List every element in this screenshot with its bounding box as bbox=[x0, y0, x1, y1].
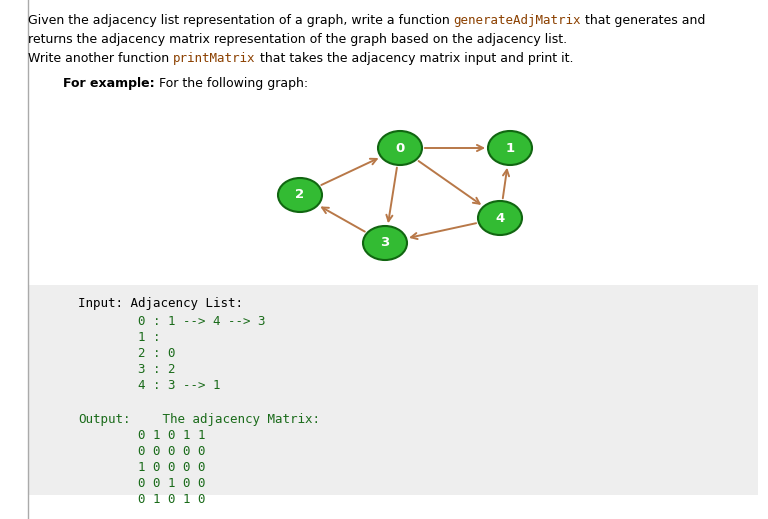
Text: 1 0 0 0 0: 1 0 0 0 0 bbox=[78, 461, 206, 474]
Text: returns the adjacency matrix representation of the graph based on the adjacency : returns the adjacency matrix representat… bbox=[28, 33, 567, 46]
Text: Output:: Output: bbox=[78, 413, 131, 426]
Text: printMatrix: printMatrix bbox=[173, 52, 256, 65]
Text: The adjacency Matrix:: The adjacency Matrix: bbox=[140, 413, 320, 426]
Ellipse shape bbox=[488, 131, 532, 165]
Ellipse shape bbox=[478, 201, 522, 235]
Bar bbox=[28, 285, 758, 495]
Text: 4 : 3 --> 1: 4 : 3 --> 1 bbox=[78, 379, 220, 392]
Text: 1 :: 1 : bbox=[78, 331, 161, 344]
Text: 0: 0 bbox=[396, 142, 405, 155]
Text: For the following graph:: For the following graph: bbox=[154, 77, 308, 90]
Text: 0 0 1 0 0: 0 0 1 0 0 bbox=[78, 477, 206, 490]
Ellipse shape bbox=[378, 131, 422, 165]
Text: 3 : 2: 3 : 2 bbox=[78, 363, 176, 376]
Text: 0 1 0 1 0: 0 1 0 1 0 bbox=[78, 493, 206, 506]
Text: For example:: For example: bbox=[63, 77, 154, 90]
Text: 1: 1 bbox=[505, 142, 515, 155]
Text: generateAdjMatrix: generateAdjMatrix bbox=[454, 14, 581, 27]
Text: 2: 2 bbox=[296, 188, 305, 201]
Text: 0 0 0 0 0: 0 0 0 0 0 bbox=[78, 445, 206, 458]
Text: that generates and: that generates and bbox=[581, 14, 706, 27]
Text: 2 : 0: 2 : 0 bbox=[78, 347, 176, 360]
Text: 4: 4 bbox=[495, 212, 505, 225]
Text: Write another function: Write another function bbox=[28, 52, 173, 65]
Ellipse shape bbox=[278, 178, 322, 212]
Text: Given the adjacency list representation of a graph, write a function: Given the adjacency list representation … bbox=[28, 14, 454, 27]
Text: that takes the adjacency matrix input and print it.: that takes the adjacency matrix input an… bbox=[256, 52, 573, 65]
Ellipse shape bbox=[363, 226, 407, 260]
Text: 0 1 0 1 1: 0 1 0 1 1 bbox=[78, 429, 206, 442]
Text: 3: 3 bbox=[380, 237, 389, 250]
Text: Input: Adjacency List:: Input: Adjacency List: bbox=[78, 297, 243, 310]
Text: 0 : 1 --> 4 --> 3: 0 : 1 --> 4 --> 3 bbox=[78, 315, 266, 328]
